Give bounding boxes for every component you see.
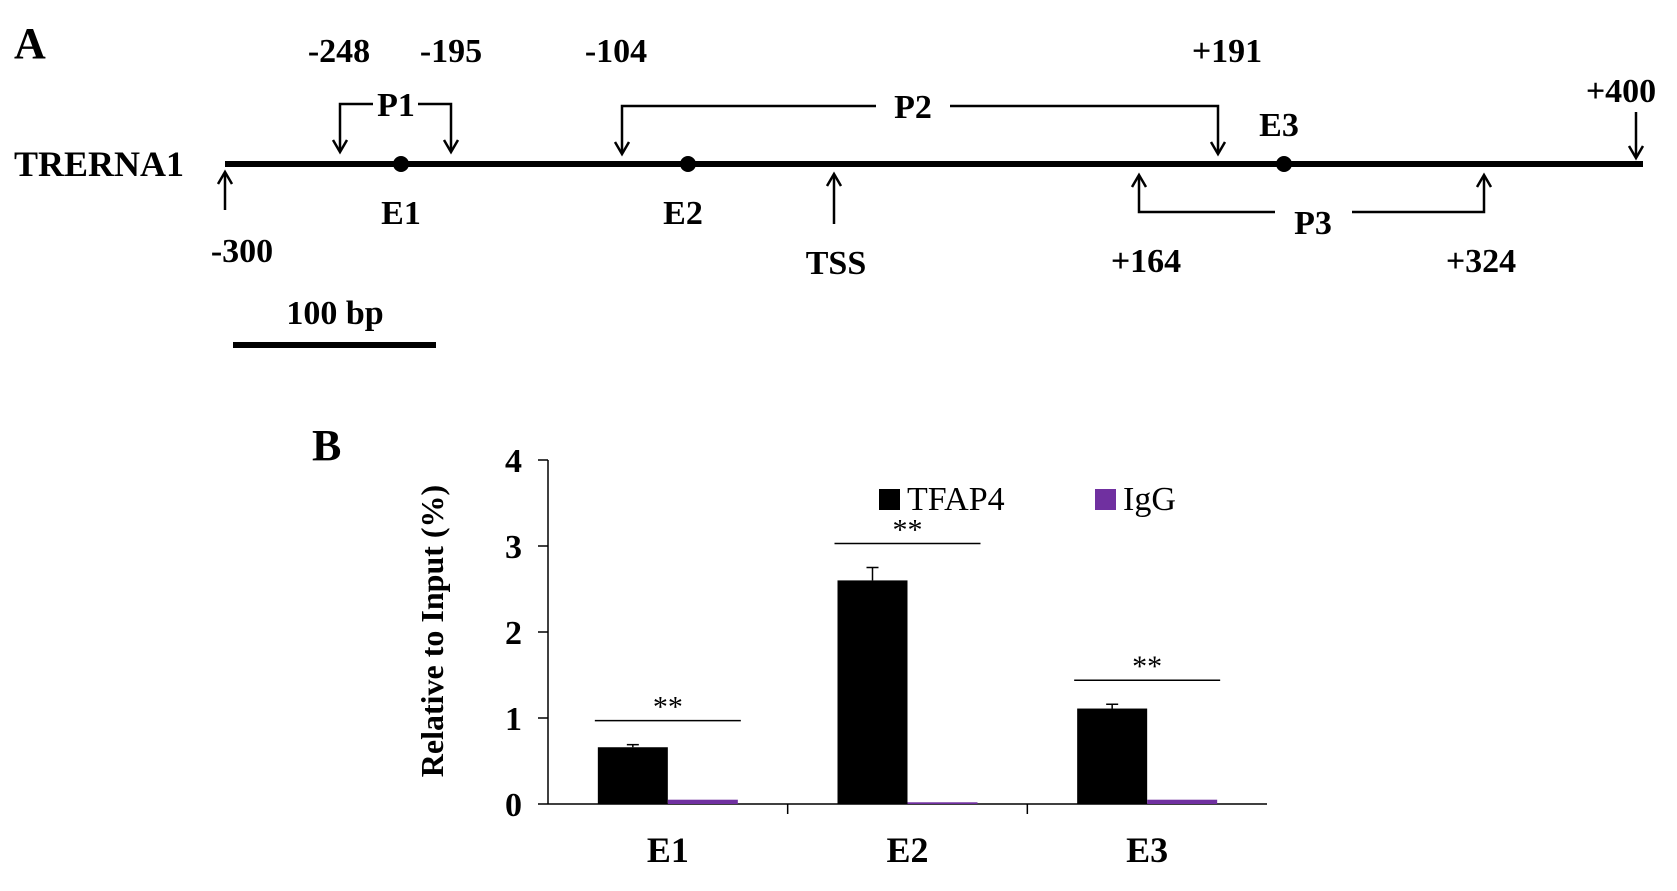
primer-label-p3: P3 [1294,205,1332,242]
legend: TFAP4 IgG [879,481,1176,518]
x-tick-label: E1 [647,830,689,870]
y-axis-title: Relative to Input (%) [414,485,450,777]
panel-a-gene-map: A TRERNA1 E1 E2 E3 -300 P1 -248 -195 [14,19,1656,348]
legend-swatch-tfap4 [879,489,900,510]
position-label-start: -300 [211,233,273,270]
bars [597,580,1218,804]
position-label-p3-right: +324 [1446,243,1516,280]
bar-tfap4-e2 [837,580,908,804]
position-arrow-start [216,169,234,210]
significance-stars: ** [1132,650,1162,683]
element-dot-e1 [393,156,409,172]
bar-igg-e1 [667,799,738,804]
position-label-p2-left: -104 [585,33,647,70]
panel-b-label: B [312,421,341,470]
element-dot-e3 [1276,156,1292,172]
error-bars [626,566,1119,748]
y-tick-label: 4 [505,443,522,480]
significance-markers: ** ** ** [594,514,1221,724]
element-label-e2: E2 [663,195,703,232]
scale-bar-label: 100 bp [286,295,383,332]
primer-bracket-p3 [1130,172,1493,214]
tss-arrow [825,171,843,224]
position-label-p1-right: -195 [420,33,482,70]
bar-tfap4-e1 [597,747,668,804]
gene-name: TRERNA1 [14,144,184,184]
element-label-e3: E3 [1259,107,1299,144]
primer-label-p2: P2 [894,89,932,126]
y-tick-label: 0 [505,787,522,824]
position-arrow-end [1627,112,1645,161]
primer-bracket-p1 [331,102,460,155]
bar-tfap4-e3 [1077,708,1148,804]
significance-stars: ** [653,691,683,724]
tss-label: TSS [806,245,867,282]
y-tick-label: 3 [505,529,522,566]
bar-igg-e2 [907,802,978,804]
y-tick-label: 1 [505,701,522,738]
panel-a-label: A [14,19,46,68]
position-label-p1-left: -248 [308,33,370,70]
legend-label-igg: IgG [1123,481,1176,518]
legend-label-tfap4: TFAP4 [907,481,1005,518]
primer-label-p1: P1 [377,87,415,124]
legend-swatch-igg [1095,489,1116,510]
x-ticks: E1 E2 E3 [647,804,1168,870]
position-label-p3-left: +164 [1111,243,1181,280]
y-ticks: 0 1 2 3 4 [505,443,548,824]
primer-bracket-p2 [613,104,1227,157]
position-label-end: +400 [1586,73,1656,110]
bar-igg-e3 [1147,799,1218,804]
significance-stars: ** [893,514,923,547]
x-tick-label: E3 [1126,830,1168,870]
element-dot-e2 [680,156,696,172]
position-label-p2-right: +191 [1192,33,1262,70]
element-label-e1: E1 [381,195,421,232]
x-tick-label: E2 [886,830,928,870]
y-tick-label: 2 [505,615,522,652]
